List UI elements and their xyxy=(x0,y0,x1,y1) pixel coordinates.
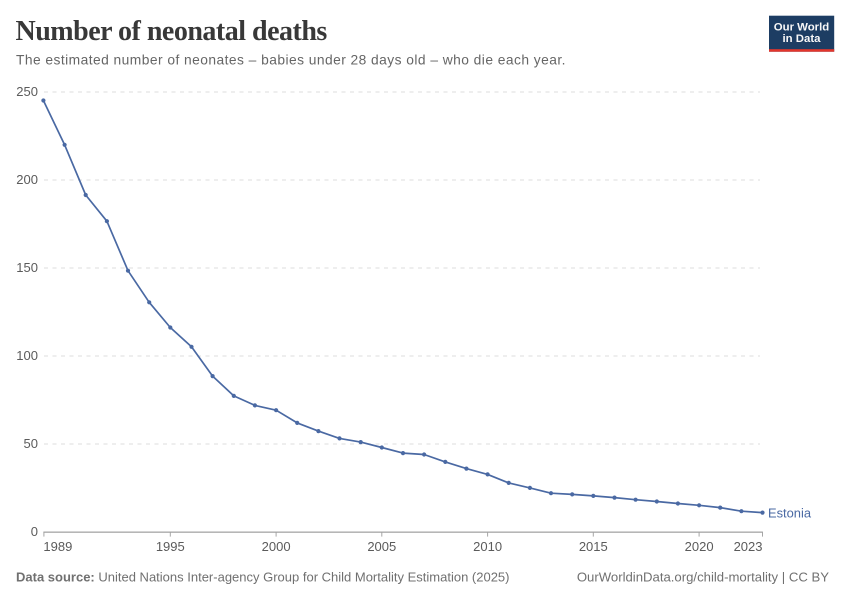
svg-text:150: 150 xyxy=(16,260,38,275)
svg-text:50: 50 xyxy=(24,436,38,451)
svg-text:in Data: in Data xyxy=(783,33,822,45)
svg-text:100: 100 xyxy=(16,348,38,363)
svg-text:1995: 1995 xyxy=(156,539,185,554)
svg-text:OurWorldinData.org/child-morta: OurWorldinData.org/child-mortality | CC … xyxy=(577,570,829,585)
svg-text:Estonia: Estonia xyxy=(768,506,812,521)
svg-text:Number of neonatal deaths: Number of neonatal deaths xyxy=(16,16,328,47)
svg-text:2015: 2015 xyxy=(579,539,608,554)
svg-text:2023: 2023 xyxy=(734,539,763,554)
svg-text:250: 250 xyxy=(16,84,38,99)
svg-text:2005: 2005 xyxy=(367,539,396,554)
svg-text:2000: 2000 xyxy=(262,539,291,554)
svg-text:0: 0 xyxy=(31,524,38,539)
svg-text:2020: 2020 xyxy=(685,539,714,554)
svg-text:Our World: Our World xyxy=(774,22,830,34)
svg-text:Data source: United Nations In: Data source: United Nations Inter-agency… xyxy=(16,570,510,585)
svg-text:2010: 2010 xyxy=(473,539,502,554)
svg-text:The estimated number of neonat: The estimated number of neonates – babie… xyxy=(16,53,566,68)
svg-text:1989: 1989 xyxy=(43,539,72,554)
svg-text:200: 200 xyxy=(16,172,38,187)
